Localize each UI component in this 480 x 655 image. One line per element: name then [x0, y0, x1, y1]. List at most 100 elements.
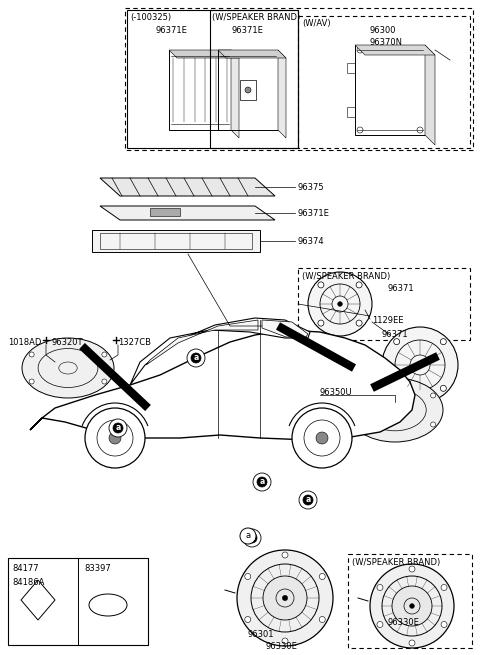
Circle shape — [299, 491, 317, 509]
Circle shape — [191, 353, 201, 363]
Bar — [347, 63, 355, 73]
Circle shape — [440, 339, 446, 345]
Circle shape — [316, 432, 328, 444]
Bar — [210, 10, 298, 148]
Circle shape — [85, 408, 145, 468]
Bar — [347, 107, 355, 117]
Circle shape — [303, 495, 313, 505]
Polygon shape — [100, 206, 275, 220]
Text: 96370N: 96370N — [370, 38, 403, 47]
Text: 96371: 96371 — [382, 330, 408, 339]
Circle shape — [257, 477, 267, 487]
Text: a: a — [245, 531, 251, 540]
Polygon shape — [146, 320, 258, 365]
Text: (W/SPEAKER BRAND): (W/SPEAKER BRAND) — [302, 272, 390, 281]
Circle shape — [243, 529, 261, 547]
Circle shape — [109, 432, 121, 444]
Polygon shape — [231, 50, 239, 138]
Circle shape — [441, 584, 447, 591]
Bar — [127, 10, 298, 148]
Circle shape — [318, 320, 324, 326]
Polygon shape — [425, 45, 435, 145]
Circle shape — [394, 339, 400, 345]
Polygon shape — [100, 178, 275, 196]
Text: 84186A: 84186A — [12, 578, 44, 587]
Circle shape — [370, 564, 454, 648]
Polygon shape — [262, 320, 308, 337]
Ellipse shape — [22, 338, 114, 398]
Circle shape — [377, 622, 383, 627]
Circle shape — [240, 528, 256, 544]
Polygon shape — [355, 45, 435, 55]
Text: 96330E: 96330E — [388, 618, 420, 627]
Polygon shape — [92, 230, 260, 252]
Ellipse shape — [347, 378, 443, 442]
Text: 1018AD: 1018AD — [8, 338, 41, 347]
Bar — [348, 554, 472, 648]
Text: 96375: 96375 — [297, 183, 324, 192]
Circle shape — [282, 638, 288, 644]
Bar — [298, 16, 470, 148]
Circle shape — [394, 385, 400, 391]
Polygon shape — [130, 318, 310, 385]
Text: 96300: 96300 — [370, 26, 396, 35]
Circle shape — [113, 423, 123, 433]
Circle shape — [392, 586, 432, 626]
Text: 96374: 96374 — [297, 237, 324, 246]
Circle shape — [354, 393, 360, 398]
Circle shape — [431, 393, 436, 398]
Circle shape — [303, 495, 313, 505]
Bar — [100, 233, 252, 249]
Circle shape — [282, 552, 288, 558]
Circle shape — [318, 282, 324, 288]
Text: (W/SPEAKER BRAND): (W/SPEAKER BRAND) — [212, 13, 300, 22]
Bar — [150, 208, 180, 216]
Circle shape — [356, 282, 362, 288]
Text: a: a — [250, 534, 254, 542]
Circle shape — [247, 533, 257, 543]
Bar — [125, 8, 473, 150]
Circle shape — [253, 473, 271, 491]
Text: 96371E: 96371E — [297, 209, 329, 218]
Circle shape — [441, 622, 447, 627]
Bar — [425, 63, 433, 73]
Circle shape — [263, 576, 307, 620]
Polygon shape — [218, 50, 286, 58]
Circle shape — [191, 353, 201, 363]
Circle shape — [237, 550, 333, 646]
Circle shape — [440, 385, 446, 391]
Circle shape — [377, 584, 383, 591]
Text: 96371E: 96371E — [155, 26, 187, 35]
Circle shape — [431, 422, 436, 427]
Text: (W/AV): (W/AV) — [302, 19, 331, 28]
Bar — [169, 50, 231, 130]
Circle shape — [337, 301, 342, 307]
Circle shape — [109, 419, 127, 437]
Text: (W/SPEAKER BRAND): (W/SPEAKER BRAND) — [352, 558, 440, 567]
Circle shape — [308, 272, 372, 336]
Circle shape — [102, 379, 107, 384]
Bar — [298, 268, 470, 340]
Bar — [240, 80, 256, 100]
Bar — [425, 107, 433, 117]
Text: (-100325): (-100325) — [130, 13, 171, 22]
Text: a: a — [115, 424, 120, 432]
Circle shape — [292, 408, 352, 468]
Circle shape — [29, 352, 34, 357]
Polygon shape — [169, 50, 239, 58]
Text: 96371E: 96371E — [232, 26, 264, 35]
Polygon shape — [278, 50, 286, 138]
Text: 1129EE: 1129EE — [372, 316, 404, 325]
Text: a: a — [305, 495, 311, 504]
Bar — [218, 50, 278, 130]
Text: 83397: 83397 — [84, 564, 111, 573]
Polygon shape — [30, 330, 415, 440]
Circle shape — [409, 566, 415, 572]
Text: 1327CB: 1327CB — [118, 338, 151, 347]
Text: 96320T: 96320T — [52, 338, 84, 347]
Circle shape — [354, 422, 360, 427]
Circle shape — [102, 352, 107, 357]
Circle shape — [245, 616, 251, 622]
Circle shape — [409, 604, 414, 608]
Text: 96301: 96301 — [248, 630, 275, 639]
